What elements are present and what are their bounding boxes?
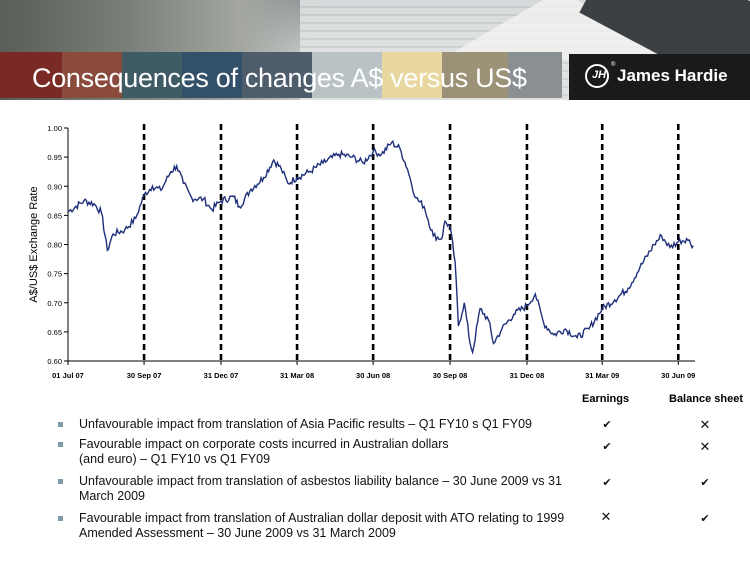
x-tick-label: 31 Mar 09 (585, 371, 619, 380)
earnings-mark: ✔ (602, 419, 612, 431)
x-tick-label: 30 Sep 07 (127, 371, 162, 380)
color-band (508, 52, 562, 98)
earnings-mark: ✔ (602, 441, 612, 453)
color-band (242, 52, 312, 98)
logo-mark-icon: JH (585, 64, 609, 88)
earnings-header: Earnings (582, 393, 630, 405)
registered-mark: ® (611, 62, 616, 68)
impact-text: Favourable impact from translation of Au… (79, 511, 565, 525)
bullet-icon (58, 516, 63, 521)
impact-text-continued: March 2009 (79, 489, 146, 503)
color-band (312, 52, 382, 98)
earnings-mark: ✔ (602, 477, 612, 489)
impact-text: Unfavourable impact from translation of … (79, 474, 562, 488)
y-tick-label: 0.80 (47, 241, 62, 250)
color-band (442, 52, 508, 98)
y-tick-label: 0.85 (47, 211, 62, 220)
bullet-icon (58, 422, 63, 427)
list-item: Favourable impact from translation of Au… (79, 511, 579, 541)
y-tick-label: 0.60 (47, 357, 62, 366)
x-tick-label: 30 Jun 09 (661, 371, 695, 380)
impact-text: Favourable impact on corporate costs inc… (79, 437, 449, 451)
color-band (122, 52, 182, 98)
x-tick-label: 30 Jun 08 (356, 371, 390, 380)
color-band (382, 52, 442, 98)
bullet-icon (58, 479, 63, 484)
y-tick-label: 0.65 (47, 328, 62, 337)
impact-text-continued: Amended Assessment – 30 June 2009 vs 31 … (79, 526, 396, 540)
x-tick-label: 31 Dec 08 (510, 371, 545, 380)
slide-title: Consequences of changes A$ versus US$ (32, 63, 527, 93)
balance-sheet-mark: ✔ (700, 513, 710, 525)
color-band (182, 52, 242, 98)
balance-sheet-mark: ✕ (699, 417, 711, 432)
header-photo (0, 0, 750, 100)
earnings-mark: ✕ (600, 509, 612, 524)
impact-text-continued: (and euro) – Q1 FY10 vs Q1 FY09 (79, 452, 271, 466)
color-band (0, 52, 62, 98)
x-tick-label: 30 Sep 08 (433, 371, 468, 380)
bullet-icon (58, 442, 63, 447)
y-tick-label: 0.90 (47, 182, 62, 191)
list-item: Favourable impact on corporate costs inc… (79, 437, 579, 467)
color-band (62, 52, 122, 98)
y-tick-label: 1.00 (47, 124, 62, 133)
list-item: Unfavourable impact from translation of … (79, 417, 579, 432)
y-tick-label: 0.95 (47, 153, 62, 162)
x-tick-label: 31 Mar 08 (280, 371, 314, 380)
y-axis-label: A$/US$ Exchange Rate (28, 186, 40, 302)
x-tick-label: 01 Jul 07 (52, 371, 84, 380)
exchange-rate-series-line (67, 139, 694, 355)
y-tick-label: 0.75 (47, 270, 62, 279)
x-tick-label: 31 Dec 07 (204, 371, 239, 380)
logo-text: James Hardie (617, 66, 728, 85)
list-item: Unfavourable impact from translation of … (79, 474, 579, 504)
balance-sheet-mark: ✕ (699, 439, 711, 454)
james-hardie-logo: JH ® James Hardie (569, 54, 750, 100)
impact-text: Unfavourable impact from translation of … (79, 417, 532, 431)
balance-sheet-mark: ✔ (700, 477, 710, 489)
balance-sheet-header: Balance sheet (669, 393, 743, 405)
exchange-rate-chart: 0.60 0.65 0.70 0.75 0.80 0.85 0.90 0.95 1.00 01 J… (28, 124, 695, 380)
y-tick-label: 0.70 (47, 299, 62, 308)
